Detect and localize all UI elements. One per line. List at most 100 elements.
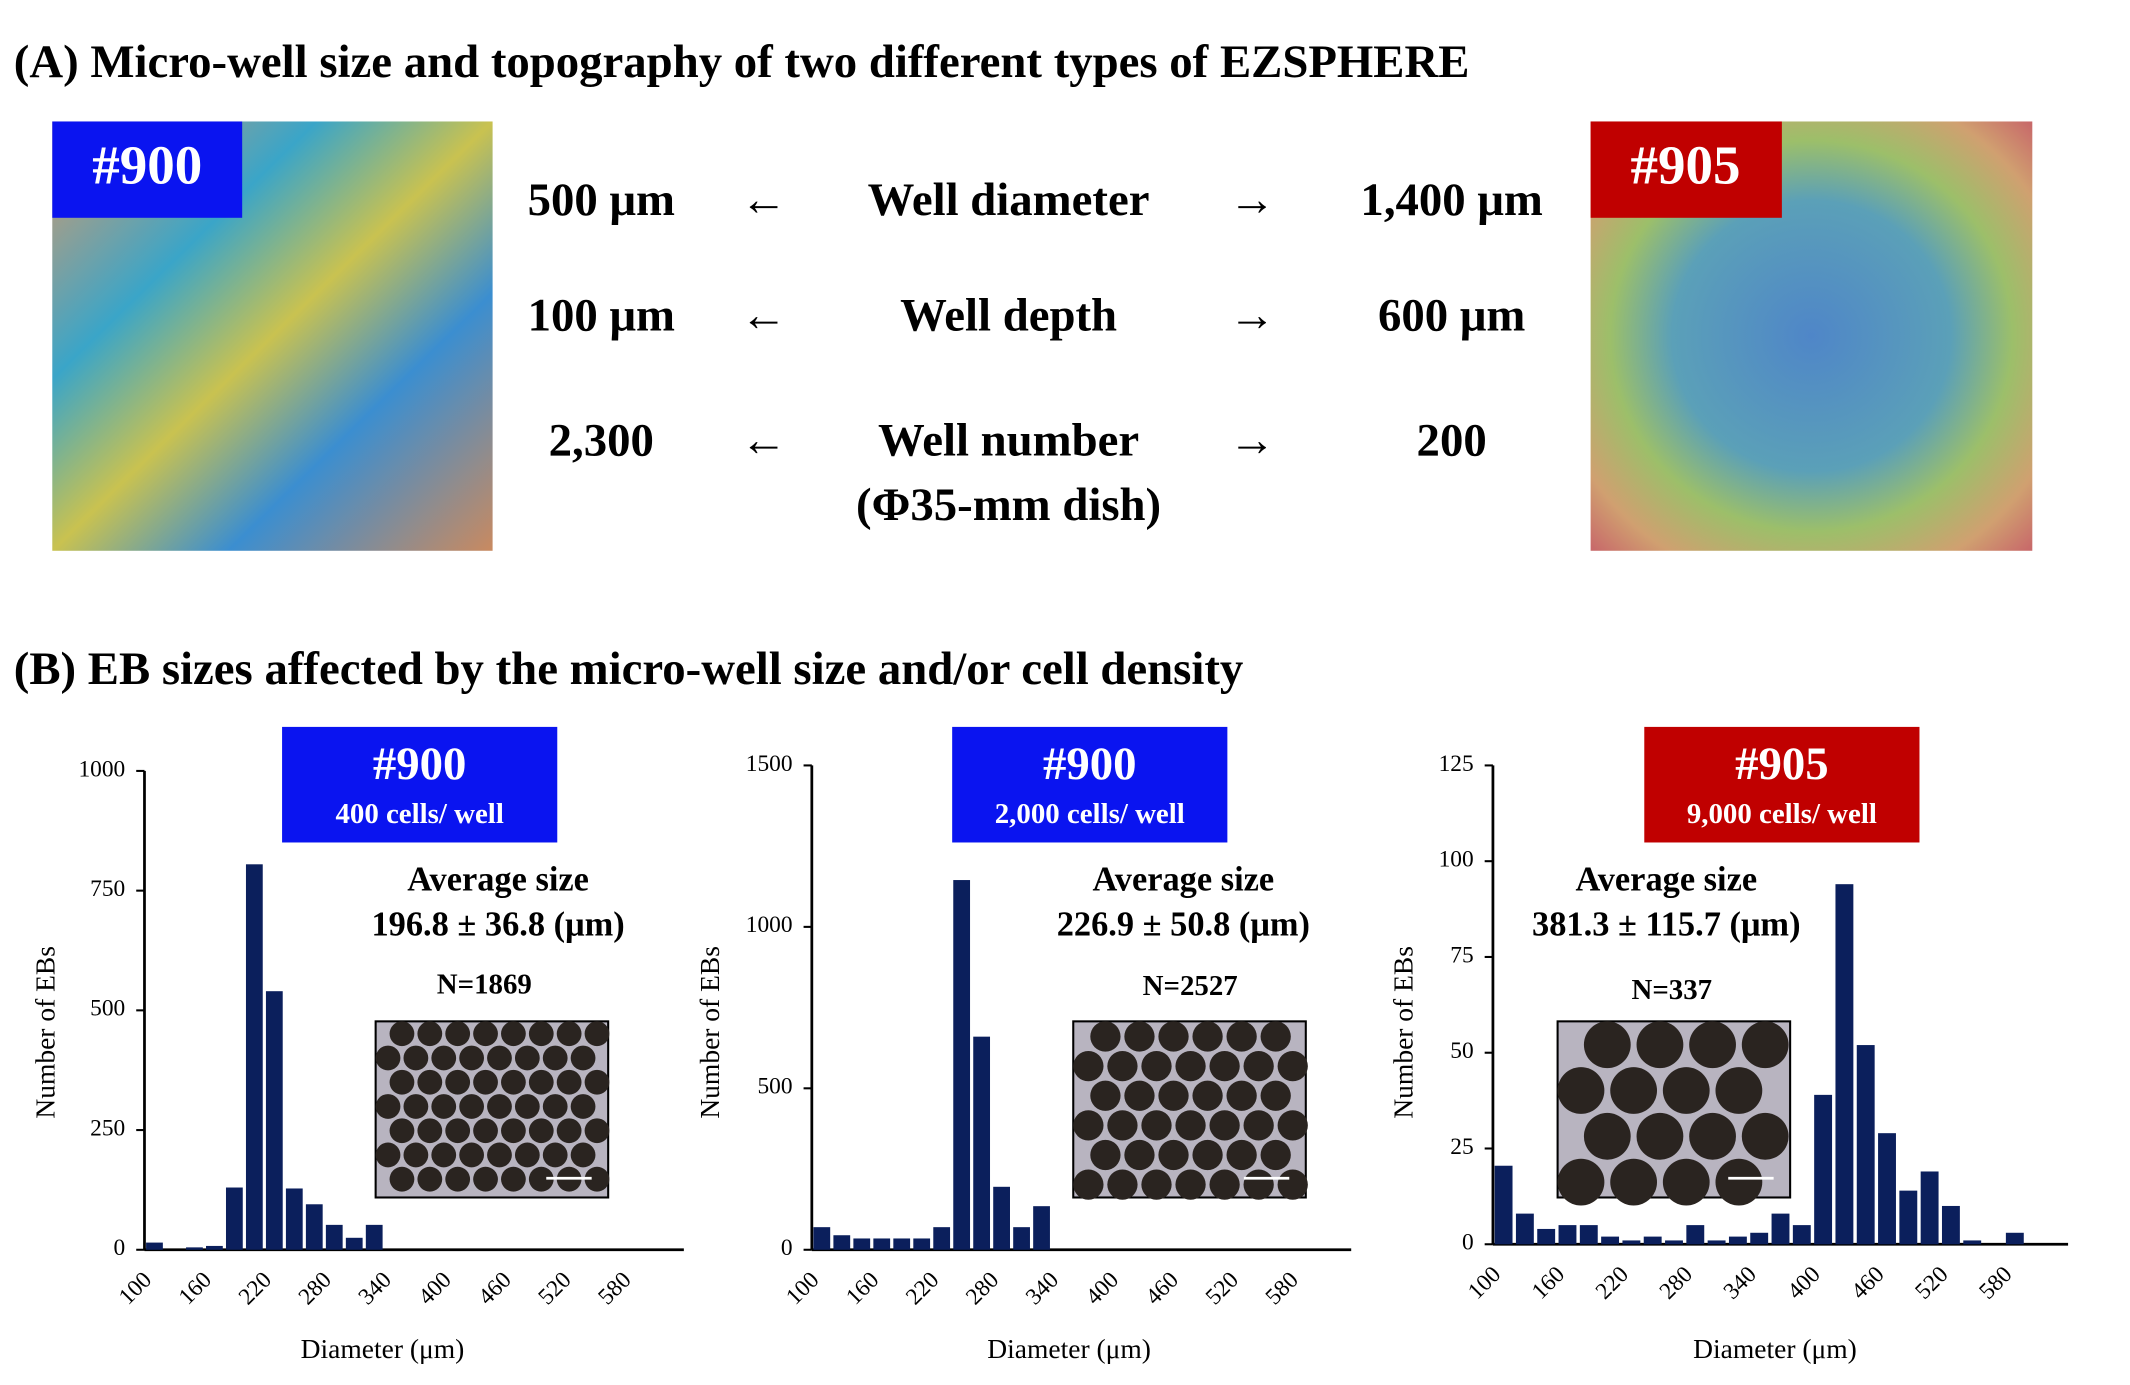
micrograph-spheroid <box>376 1143 401 1168</box>
x-tick-label: 580 <box>593 1267 636 1310</box>
x-tick-label: 340 <box>354 1267 397 1310</box>
bar <box>1644 1237 1662 1245</box>
micrograph-spheroid <box>404 1094 429 1119</box>
y-tick-label: 50 <box>1450 1038 1473 1064</box>
x-tick-label: 280 <box>294 1267 337 1310</box>
micrograph-spheroid <box>376 1094 401 1119</box>
bar <box>1665 1240 1683 1244</box>
micrograph-spheroid <box>404 1143 429 1168</box>
bar <box>1814 1095 1832 1244</box>
micrograph-spheroid <box>557 1070 582 1095</box>
badge-subtitle: 2,000 cells/ well <box>995 798 1185 830</box>
micrograph-spheroid <box>390 1118 415 1143</box>
micrograph-spheroid <box>1192 1140 1222 1170</box>
micrograph-spheroid <box>1261 1081 1291 1111</box>
badge-label: #900 <box>1043 738 1137 790</box>
bar <box>1601 1237 1619 1245</box>
right-value: 600 μm <box>1378 289 1525 341</box>
bar <box>1708 1240 1726 1244</box>
micrograph-spheroid <box>1090 1140 1120 1170</box>
left-value: 500 μm <box>528 174 675 226</box>
property: Well diameter <box>868 174 1150 226</box>
annotation: Average size <box>1093 860 1275 898</box>
bar <box>206 1246 223 1250</box>
y-tick-label: 100 <box>1439 847 1474 873</box>
arrow: → <box>1229 289 1276 341</box>
micrograph-spheroid <box>1124 1140 1154 1170</box>
micrograph-spheroid <box>390 1021 415 1046</box>
micrograph-spheroid <box>404 1046 429 1071</box>
micrograph-spheroid <box>515 1046 540 1071</box>
y-tick-label: 0 <box>114 1235 126 1261</box>
bar <box>993 1187 1010 1250</box>
x-tick-label: 100 <box>781 1267 824 1310</box>
micrograph-spheroid <box>1227 1140 1257 1170</box>
x-tick-label: 100 <box>1463 1261 1506 1304</box>
micrograph-spheroid <box>1141 1169 1171 1199</box>
annotation: Average size <box>407 860 589 898</box>
micrograph-spheroid <box>1689 1021 1736 1068</box>
arrow: → <box>1229 415 1276 467</box>
bar <box>1772 1214 1790 1245</box>
micrograph-spheroid <box>431 1046 456 1071</box>
micrograph-spheroid <box>1278 1051 1308 1081</box>
micrograph-spheroid <box>585 1021 610 1046</box>
micrograph-spheroid <box>585 1070 610 1095</box>
micrograph-spheroid <box>1558 1067 1605 1114</box>
micrograph-spheroid <box>571 1143 596 1168</box>
y-tick-label: 125 <box>1439 751 1474 777</box>
bar <box>893 1238 910 1249</box>
y-tick-label: 0 <box>1462 1230 1474 1256</box>
x-tick-label: 160 <box>841 1267 884 1310</box>
arrow: ← <box>740 174 787 226</box>
arrow: ← <box>740 415 787 467</box>
bar <box>1516 1214 1534 1245</box>
micrograph-spheroid <box>557 1118 582 1143</box>
micrograph-spheroid <box>459 1094 484 1119</box>
bar <box>1857 1045 1875 1244</box>
micrograph-spheroid <box>1227 1081 1257 1111</box>
n-label: N=2527 <box>1143 970 1238 1002</box>
micrograph-spheroid <box>459 1046 484 1071</box>
bar <box>1622 1240 1640 1244</box>
bar <box>286 1188 303 1249</box>
micrograph-spheroid <box>459 1143 484 1168</box>
micrograph-spheroid <box>1175 1110 1205 1140</box>
micrograph-spheroid <box>417 1118 442 1143</box>
micrograph-spheroid <box>1261 1021 1291 1051</box>
micrograph-spheroid <box>501 1021 526 1046</box>
x-tick-label: 160 <box>174 1267 217 1310</box>
bar <box>913 1238 930 1249</box>
micrograph-spheroid <box>1584 1113 1631 1160</box>
badge-subtitle: 9,000 cells/ well <box>1687 798 1877 830</box>
micrograph-spheroid <box>1610 1159 1657 1206</box>
micrograph-spheroid <box>543 1143 568 1168</box>
micrograph-spheroid <box>1107 1169 1137 1199</box>
micrograph-spheroid <box>390 1070 415 1095</box>
y-tick-label: 750 <box>90 876 125 902</box>
bar <box>953 880 970 1250</box>
bar <box>1580 1225 1598 1244</box>
micrograph-spheroid <box>1175 1169 1205 1199</box>
bar <box>833 1235 850 1250</box>
y-tick-label: 25 <box>1450 1134 1473 1160</box>
y-tick-label: 500 <box>757 1074 792 1100</box>
y-tick-label: 0 <box>781 1235 793 1261</box>
panel-b-title: (B) EB sizes affected by the micro-well … <box>14 643 1244 695</box>
badge-label: #900 <box>92 135 202 196</box>
bar <box>1495 1166 1513 1245</box>
x-tick-label: 220 <box>901 1267 944 1310</box>
micrograph-spheroid <box>1107 1051 1137 1081</box>
micrograph-spheroid <box>1090 1021 1120 1051</box>
micrograph-spheroid <box>1278 1169 1308 1199</box>
property: Well depth <box>900 289 1117 341</box>
micrograph-spheroid <box>1637 1021 1684 1068</box>
micrograph-spheroid <box>501 1167 526 1192</box>
micrograph-spheroid <box>1141 1051 1171 1081</box>
figure: (A) Micro-well size and topography of tw… <box>0 0 2130 1385</box>
micrograph-spheroid <box>487 1094 512 1119</box>
x-tick-label: 460 <box>473 1267 516 1310</box>
annotation: 226.9 ± 50.8 (μm) <box>1057 906 1310 944</box>
micrograph-spheroid <box>1175 1051 1205 1081</box>
micrograph-spheroid <box>487 1046 512 1071</box>
